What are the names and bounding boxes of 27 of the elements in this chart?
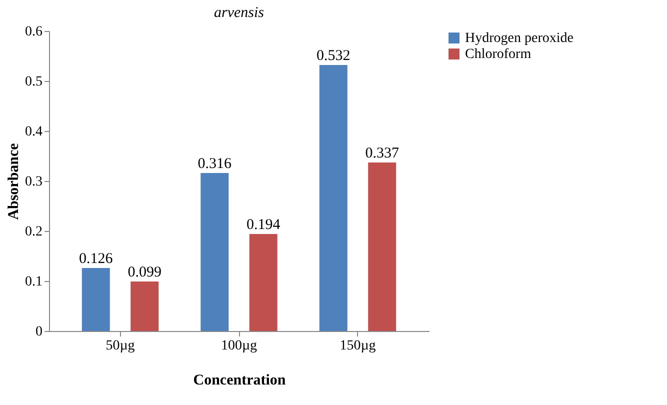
y-tick-label: 0.4 <box>25 124 42 140</box>
x-tick-label: 100µg <box>220 338 258 354</box>
data-label: 0.316 <box>198 156 232 172</box>
legend-label: Chloroform <box>465 47 532 62</box>
y-tick-label: 0.3 <box>25 174 42 190</box>
y-tick-label: 0 <box>36 324 42 340</box>
y-tick-label: 0.5 <box>25 74 42 90</box>
legend-label: Hydrogen peroxide <box>465 31 574 46</box>
bar <box>249 234 278 331</box>
x-tick-label: 150µg <box>340 338 376 354</box>
data-label: 0.126 <box>79 251 114 267</box>
x-tick-label: 50µg <box>106 338 135 354</box>
bar <box>130 282 159 331</box>
data-label: 0.099 <box>128 264 162 280</box>
y-tick-label: 0.2 <box>25 224 42 240</box>
y-tick-label: 0.1 <box>25 274 42 290</box>
y-axis-title: Absorbance <box>6 142 22 220</box>
bar <box>368 162 396 331</box>
data-label: 0.337 <box>365 146 400 162</box>
data-label: 0.532 <box>316 48 350 64</box>
bar <box>319 65 348 331</box>
data-label: 0.194 <box>246 217 281 233</box>
bar <box>200 173 229 331</box>
x-axis-title: Concentration <box>193 372 286 388</box>
bar <box>82 268 110 331</box>
chart-title: arvensis <box>214 5 264 21</box>
y-tick-label: 0.6 <box>25 24 42 40</box>
